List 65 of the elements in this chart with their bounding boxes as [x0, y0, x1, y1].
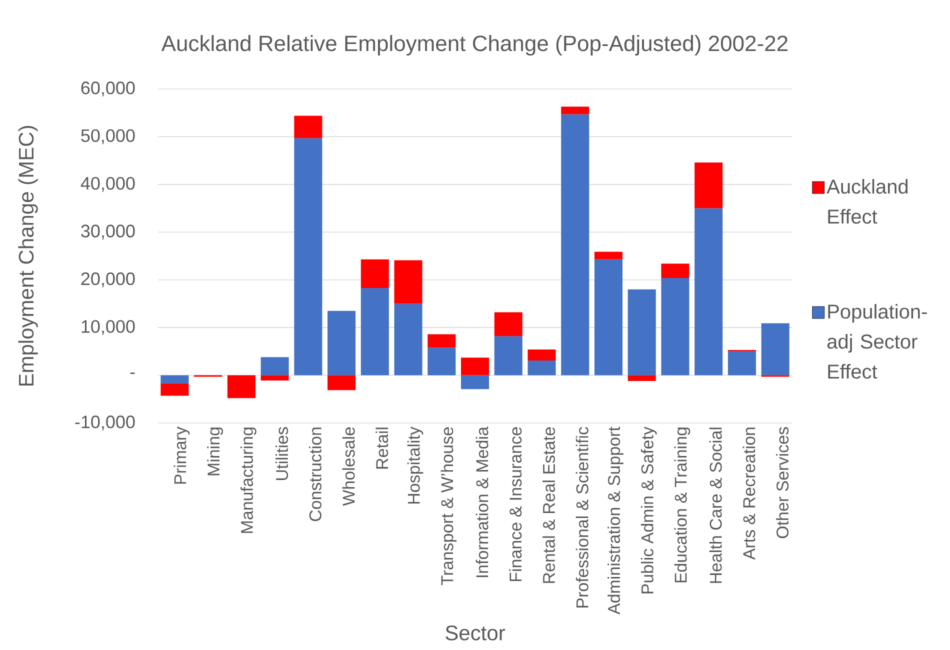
x-tick-label: Transport & W’house: [440, 427, 457, 586]
x-axis-title: Sector: [446, 626, 506, 640]
y-tick-label: 60,000: [81, 82, 135, 96]
legend-label: Population-adj Sector Effect: [827, 304, 927, 379]
bar: [294, 116, 322, 138]
y-tick-label: 20,000: [81, 272, 135, 288]
bar: [494, 336, 522, 376]
y-tick-label: 50,000: [81, 129, 135, 144]
x-tick-label: Retail: [376, 428, 388, 469]
y-tick-label: 40,000: [80, 176, 135, 192]
bar: [260, 357, 289, 376]
x-tick-label: Public Admin & Safety: [640, 426, 657, 594]
y-tick-label: 30,000: [81, 224, 135, 240]
bar: [661, 278, 690, 376]
bar: [628, 289, 656, 376]
bar: [428, 348, 456, 376]
x-tick-label: Other Services: [776, 427, 789, 538]
y-tick-label: -: [130, 372, 135, 374]
bar: [294, 138, 322, 376]
bar: [628, 375, 656, 381]
x-tick-label: Primary: [174, 426, 190, 484]
chart-title: Auckland Relative Employment Change (Pop-Adjusted) 2002-22: [161, 35, 788, 56]
x-tick-label: Finance & Insurance: [509, 427, 522, 582]
x-tick-label: Arts & Recreation: [742, 428, 756, 560]
bar: [328, 310, 356, 376]
x-tick-label: Information & Media: [476, 426, 488, 578]
bar: [694, 162, 723, 208]
y-tick-label: -10,000: [75, 416, 135, 430]
x-tick-label: Utilities: [276, 427, 288, 480]
bar: [160, 375, 189, 384]
bar: [561, 114, 590, 376]
y-tick-label: 10,000: [82, 320, 135, 335]
bar: [528, 360, 556, 376]
bar: [160, 383, 189, 396]
x-tick-label: Mining: [207, 428, 223, 476]
bar: [460, 358, 490, 376]
bar: [728, 350, 756, 376]
bar: [694, 208, 723, 376]
x-tick-label: Wholesale: [342, 427, 355, 506]
x-tick-label: Manufacturing: [240, 428, 256, 533]
bar: [594, 259, 622, 376]
bar: [360, 288, 389, 376]
x-tick-label: Hospitality: [407, 426, 424, 504]
bar: [494, 312, 522, 336]
bar: [394, 304, 422, 376]
bar: [428, 334, 456, 348]
bar: [661, 264, 690, 278]
bar: [528, 350, 556, 360]
x-tick-label: Administration & Support: [608, 426, 624, 615]
x-tick-label: Health Care & Social: [709, 428, 722, 583]
bar: [360, 259, 389, 288]
bar: [761, 323, 790, 376]
x-tick-label: Education & Training: [674, 428, 690, 582]
x-tick-label: Professional & Scientific: [576, 427, 588, 608]
bar: [561, 106, 590, 114]
bar: [328, 375, 356, 390]
x-tick-label: Rental & Real Estate: [542, 427, 555, 583]
bar: [227, 375, 256, 398]
bar: [394, 260, 422, 304]
y-axis-title: Employment Change (MEC): [18, 126, 38, 386]
bar: [460, 375, 490, 390]
bar: [594, 252, 622, 260]
legend-label: Auckland Effect: [826, 179, 908, 224]
bar: [260, 375, 289, 381]
x-tick-label: Construction: [308, 428, 322, 522]
